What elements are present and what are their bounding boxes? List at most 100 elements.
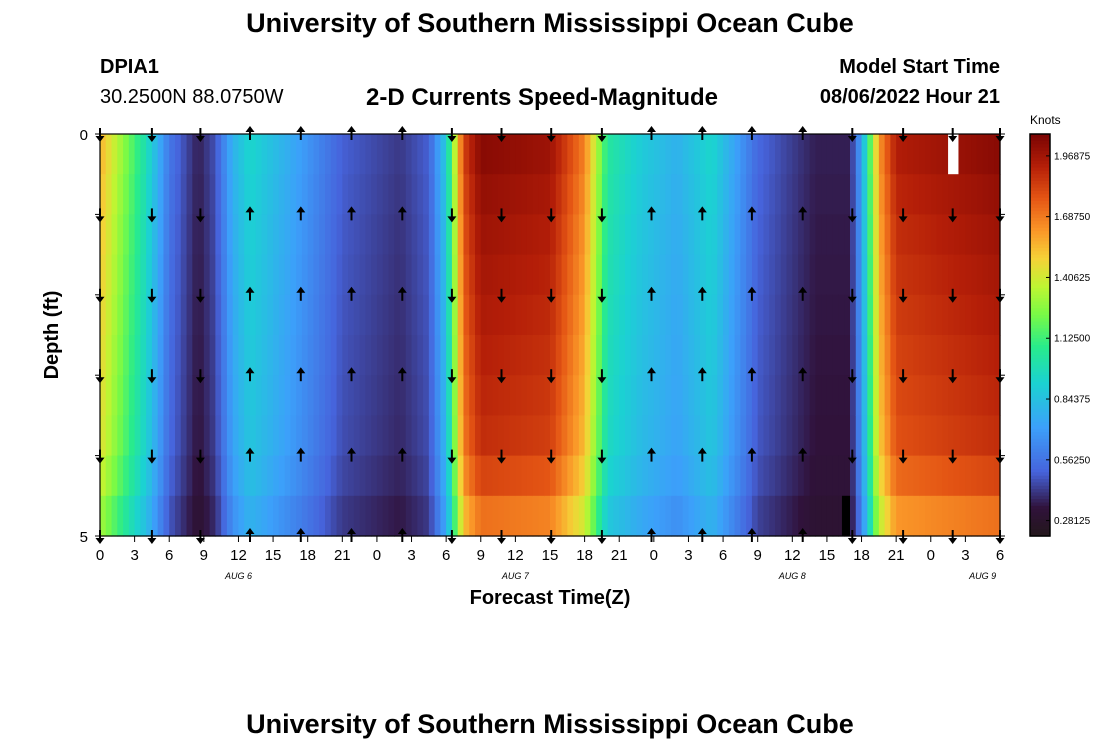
heatmap-cell bbox=[313, 335, 320, 376]
colorbar-segment bbox=[1030, 180, 1050, 185]
heatmap-cell bbox=[809, 335, 816, 376]
heatmap-cell bbox=[325, 294, 332, 336]
heatmap-cell bbox=[803, 335, 811, 376]
station-coordinates: 30.2500N 88.0750W bbox=[100, 86, 284, 108]
heatmap-cell bbox=[890, 415, 897, 457]
heatmap-cell bbox=[775, 495, 782, 537]
heatmap-cell bbox=[578, 214, 586, 256]
heatmap-cell bbox=[394, 294, 401, 336]
arrow-up bbox=[347, 206, 356, 221]
heatmap-cell bbox=[400, 214, 407, 256]
heatmap-cell bbox=[400, 254, 407, 296]
heatmap-cell bbox=[209, 375, 216, 416]
heatmap-cell bbox=[994, 375, 1001, 416]
colorbar-tick-label: 1.96875 bbox=[1054, 151, 1091, 162]
colorbar-segment bbox=[1030, 301, 1050, 306]
heatmap-cell bbox=[965, 254, 972, 296]
heatmap-cell bbox=[146, 214, 153, 256]
heatmap-cell bbox=[653, 294, 661, 336]
heatmap-cell bbox=[186, 174, 193, 215]
heatmap-cell bbox=[936, 254, 943, 296]
heatmap-cell bbox=[123, 455, 130, 497]
heatmap-cell bbox=[169, 294, 176, 336]
heatmap-cell bbox=[838, 214, 845, 256]
arrow-down bbox=[497, 449, 506, 464]
heatmap-cell bbox=[371, 455, 378, 497]
heatmap-cell bbox=[907, 335, 915, 376]
heatmap-cell bbox=[532, 134, 540, 175]
arrow-down bbox=[948, 530, 958, 544]
colorbar-tick-label: 1.12500 bbox=[1054, 334, 1091, 345]
colorbar-segment bbox=[1030, 505, 1050, 510]
heatmap-cell bbox=[284, 134, 291, 175]
heatmap-cell bbox=[867, 335, 874, 376]
heatmap-cell bbox=[353, 495, 361, 537]
heatmap-cell bbox=[694, 335, 701, 376]
heatmap-cell bbox=[307, 335, 315, 376]
heatmap-cell bbox=[284, 335, 291, 376]
heatmap-cell bbox=[111, 455, 118, 497]
arrow-up bbox=[697, 286, 707, 301]
heatmap-cell bbox=[607, 495, 615, 537]
arrow-up bbox=[747, 126, 757, 140]
heatmap-cell bbox=[584, 375, 591, 416]
heatmap-cell bbox=[694, 495, 701, 537]
heatmap-cell bbox=[203, 294, 211, 336]
heatmap-cell bbox=[359, 455, 366, 497]
heatmap-cell bbox=[873, 335, 880, 376]
heatmap-cell bbox=[544, 174, 551, 215]
heatmap-cell bbox=[555, 375, 563, 416]
heatmap-cell bbox=[930, 254, 938, 296]
heatmap-cell bbox=[555, 495, 563, 537]
heatmap-cell bbox=[740, 375, 747, 416]
heatmap-cell bbox=[578, 254, 586, 296]
heatmap-cell bbox=[273, 455, 280, 497]
heatmap-cell bbox=[936, 294, 943, 336]
arrow-up bbox=[747, 206, 757, 221]
heatmap-cell bbox=[100, 294, 107, 336]
heatmap-cell bbox=[301, 495, 309, 537]
heatmap-cell bbox=[382, 214, 390, 256]
heatmap-cell bbox=[192, 455, 199, 497]
heatmap-cell bbox=[982, 415, 990, 457]
heatmap-cell bbox=[469, 174, 476, 215]
heatmap-cell bbox=[492, 294, 499, 336]
heatmap-cell bbox=[405, 375, 413, 416]
heatmap-cell bbox=[411, 294, 418, 336]
arrow-up bbox=[296, 206, 306, 221]
heatmap-cell bbox=[123, 375, 130, 416]
heatmap-cell bbox=[440, 415, 447, 457]
heatmap-cell bbox=[313, 375, 320, 416]
heatmap-cell bbox=[965, 415, 972, 457]
heatmap-cell bbox=[625, 455, 632, 497]
heatmap-cell bbox=[659, 375, 666, 416]
heatmap-cell bbox=[411, 455, 418, 497]
heatmap-cell bbox=[486, 455, 493, 497]
heatmap-cell bbox=[226, 294, 234, 336]
heatmap-cell bbox=[111, 294, 118, 336]
heatmap-cell bbox=[913, 415, 920, 457]
heatmap-cell bbox=[330, 455, 338, 497]
heatmap-cell bbox=[728, 174, 736, 215]
heatmap-cell bbox=[446, 174, 453, 215]
heatmap-cell bbox=[163, 254, 170, 296]
colorbar-segment bbox=[1030, 244, 1050, 249]
heatmap-cell bbox=[942, 174, 949, 215]
heatmap-cell bbox=[953, 375, 961, 416]
heatmap-cell bbox=[878, 415, 886, 457]
heatmap-cell bbox=[896, 375, 903, 416]
colorbar-segment bbox=[1030, 144, 1050, 148]
heatmap-cell bbox=[313, 254, 320, 296]
heatmap-cell bbox=[123, 415, 130, 457]
heatmap-cell bbox=[198, 415, 205, 457]
heatmap-cell bbox=[769, 134, 776, 175]
arrow-down bbox=[447, 288, 457, 303]
arrow-up bbox=[296, 528, 306, 542]
heatmap-cell bbox=[117, 455, 124, 497]
heatmap-cell bbox=[642, 415, 649, 457]
x-axis-label: Forecast Time(Z) bbox=[470, 587, 631, 609]
heatmap-cell bbox=[550, 254, 557, 296]
heatmap-cell bbox=[186, 375, 193, 416]
heatmap-cell bbox=[613, 174, 620, 215]
heatmap-cell bbox=[861, 174, 868, 215]
